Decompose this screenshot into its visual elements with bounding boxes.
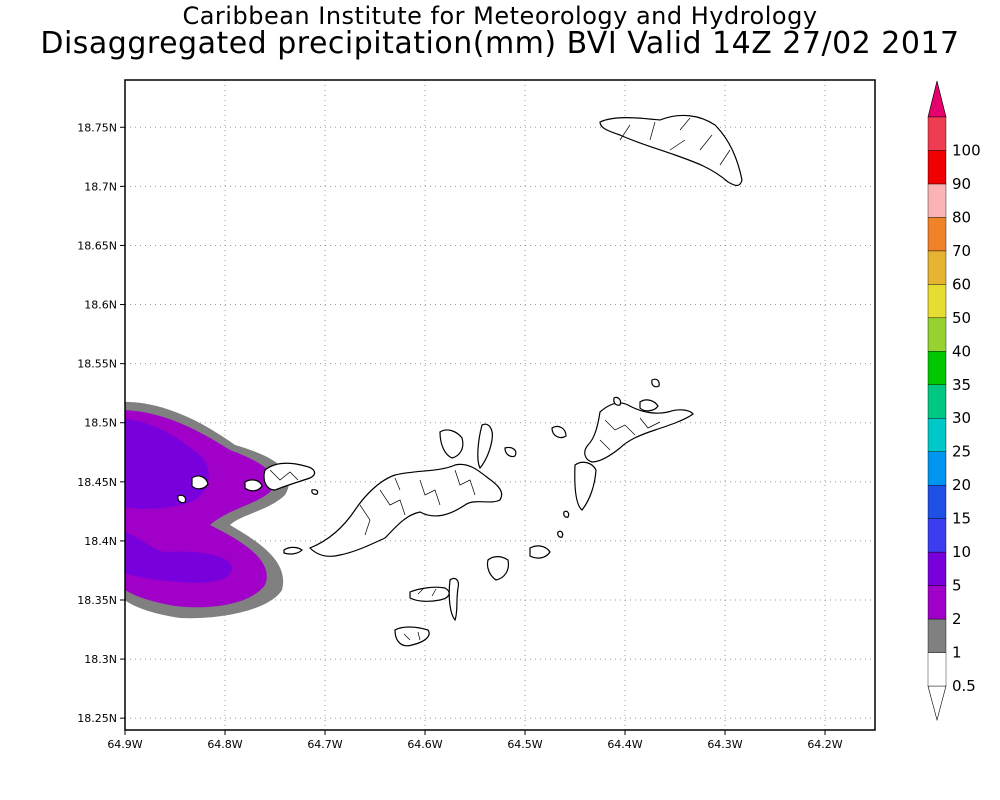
- colorbar-swatch: [927, 451, 947, 486]
- island-little-jost: [504, 446, 517, 458]
- lon-tick-label: 64.5W: [507, 738, 542, 751]
- colorbar-swatch: [927, 150, 947, 185]
- lat-tick-label: 18.55N: [77, 358, 117, 371]
- colorbar-label: 15: [952, 510, 971, 528]
- island-necker: [651, 378, 660, 388]
- island-west-small: [311, 489, 319, 495]
- precip-contour-5mm-north: [125, 418, 209, 509]
- lat-tick-label: 18.25N: [77, 712, 117, 725]
- longitude-axis: 64.9W 64.8W 64.7W 64.6W 64.5W 64.4W 64.3W 64.2W: [107, 730, 843, 751]
- lat-tick-label: 18.5N: [84, 417, 117, 430]
- colorbar-top-arrow: [927, 80, 947, 118]
- lon-tick-label: 64.8W: [207, 738, 242, 751]
- lat-tick-label: 18.65N: [77, 239, 117, 252]
- island-fallen-jerusalem: [563, 510, 570, 518]
- island-guana: [439, 429, 464, 459]
- island-interior-boundaries: [269, 117, 731, 641]
- colorbar-swatch: [927, 351, 947, 385]
- colorbar-swatch: [927, 116, 947, 151]
- colorbar-label: 80: [952, 208, 971, 226]
- island-west-end-cays: [244, 479, 263, 492]
- colorbar-swatch: [927, 250, 947, 285]
- plot-frame: [124, 79, 876, 731]
- plot-background: [125, 80, 875, 730]
- lat-tick-label: 18.75N: [77, 121, 117, 134]
- colorbar-label: 50: [952, 309, 971, 327]
- island-ginger: [448, 577, 460, 622]
- colorbar-swatch: [927, 418, 947, 452]
- colorbar-label: 60: [952, 275, 971, 293]
- island-scrub: [551, 425, 567, 439]
- island-norman: [394, 626, 430, 647]
- colorbar-label: 35: [952, 376, 971, 394]
- lat-tick-label: 18.35N: [77, 594, 117, 607]
- colorbar-label: 25: [952, 443, 971, 461]
- islands: [177, 114, 743, 647]
- lat-tick-label: 18.45N: [77, 476, 117, 489]
- colorbar-label: 10: [952, 543, 971, 561]
- colorbar-label: 90: [952, 175, 971, 193]
- island-cooper: [486, 556, 510, 581]
- latitude-axis: 18.25N 18.3N 18.35N 18.4N 18.45N 18.5N 18.55N 1…: [77, 121, 125, 725]
- colorbar-swatch: [927, 183, 947, 218]
- lon-tick-label: 64.3W: [707, 738, 742, 751]
- colorbar-label: 40: [952, 342, 971, 360]
- lon-tick-label: 64.2W: [807, 738, 842, 751]
- colorbar-swatch: [927, 585, 947, 620]
- precip-contour-5mm-south: [125, 532, 232, 583]
- island-jost-van-dyke: [263, 462, 316, 491]
- colorbar-label: 20: [952, 476, 971, 494]
- colorbar-label: 2: [952, 610, 962, 628]
- colorbar-label: 100: [952, 141, 981, 159]
- lon-tick-label: 64.7W: [307, 738, 342, 751]
- island-virgin-gorda-south: [574, 461, 597, 511]
- island-tortola: [308, 463, 503, 557]
- island-eustatia: [639, 399, 659, 412]
- colorbar-label: 1: [952, 644, 962, 662]
- island-peter: [409, 586, 450, 602]
- colorbar-swatch: [927, 284, 947, 319]
- island-great-thatch: [191, 475, 209, 490]
- plot-area: [124, 79, 876, 731]
- island-little-thatch: [283, 546, 303, 555]
- colorbar-swatch: [927, 652, 947, 687]
- island-great-camanoe: [477, 423, 493, 470]
- lon-tick-label: 64.9W: [107, 738, 142, 751]
- colorbar-swatch: [927, 551, 947, 586]
- lat-tick-label: 18.7N: [84, 180, 117, 193]
- colorbar-swatch: [927, 484, 947, 519]
- island-virgin-gorda: [584, 402, 694, 463]
- colorbar-swatch: [927, 217, 947, 252]
- institute-title: Caribbean Institute for Meteorology and …: [182, 2, 818, 30]
- precipitation-shading: [125, 401, 289, 619]
- colorbar-label: 0.5: [952, 677, 976, 695]
- island-round-rock: [557, 530, 564, 538]
- island-salt: [529, 545, 551, 559]
- island-anegada: [599, 114, 743, 187]
- colorbar-label: 30: [952, 409, 971, 427]
- product-title: Disaggregated precipitation(mm) BVI Vali…: [40, 26, 960, 61]
- colorbar-swatch: [927, 317, 947, 352]
- colorbar-bottom-arrow: [927, 685, 947, 722]
- lon-tick-label: 64.4W: [607, 738, 642, 751]
- colorbar-label: 70: [952, 242, 971, 260]
- colorbar-swatch: [927, 518, 947, 553]
- colorbar-swatch: [927, 618, 947, 653]
- lat-tick-label: 18.3N: [84, 653, 117, 666]
- island-sandy-cay: [177, 494, 187, 504]
- colorbar-label: 5: [952, 577, 962, 595]
- island-mosquito: [613, 396, 622, 406]
- lat-tick-label: 18.6N: [84, 299, 117, 312]
- lon-tick-label: 64.6W: [407, 738, 442, 751]
- colorbar-swatch: [927, 384, 947, 419]
- lat-tick-label: 18.4N: [84, 535, 117, 548]
